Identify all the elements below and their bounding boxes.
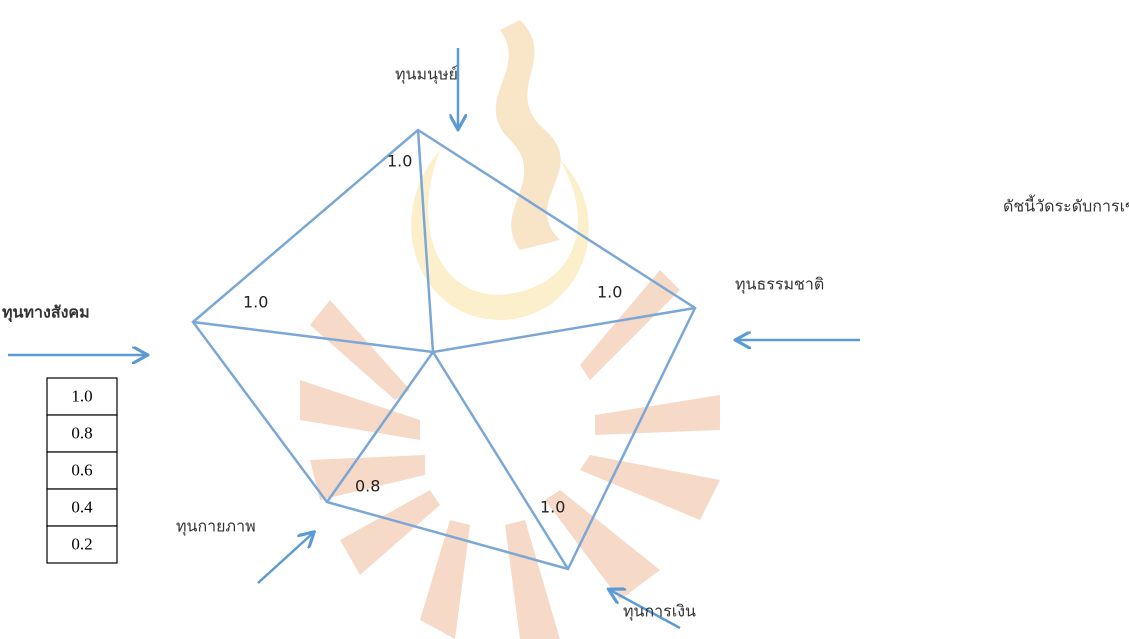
node-value: 1.0: [540, 498, 565, 517]
node-value: 1.0: [243, 293, 268, 312]
table-text: 0.6: [71, 460, 92, 479]
watermark: [300, 20, 720, 639]
table-text: 0.4: [71, 497, 93, 516]
node-label: ทุนการเงิน: [623, 602, 696, 622]
title: ดัชนี้วัดระดับการเข้าถึงทุน: [1003, 195, 1129, 217]
node-value: 1.0: [597, 283, 622, 302]
scale-table: 1.0 0.8 0.6 0.4 0.2: [47, 378, 117, 563]
node-value: 0.8: [355, 477, 380, 496]
node-value: 1.0: [387, 152, 412, 171]
arrow: [258, 533, 313, 583]
node-label: ทุนกายภาพ: [176, 517, 256, 537]
table-text: 0.2: [71, 534, 92, 553]
arrows: [8, 48, 860, 628]
table-text: 1.0: [71, 386, 92, 405]
node-label: ทุนมนุษย์: [395, 65, 458, 85]
table-text: 0.8: [71, 423, 92, 442]
node-label: ทุนธรรมชาติ: [735, 275, 824, 295]
node-label: ทุนทางสังคม: [2, 303, 90, 323]
diagram: ดัชนี้วัดระดับการเข้าถึงทุน ทุนมนุษย์ ทุ…: [0, 0, 1129, 639]
